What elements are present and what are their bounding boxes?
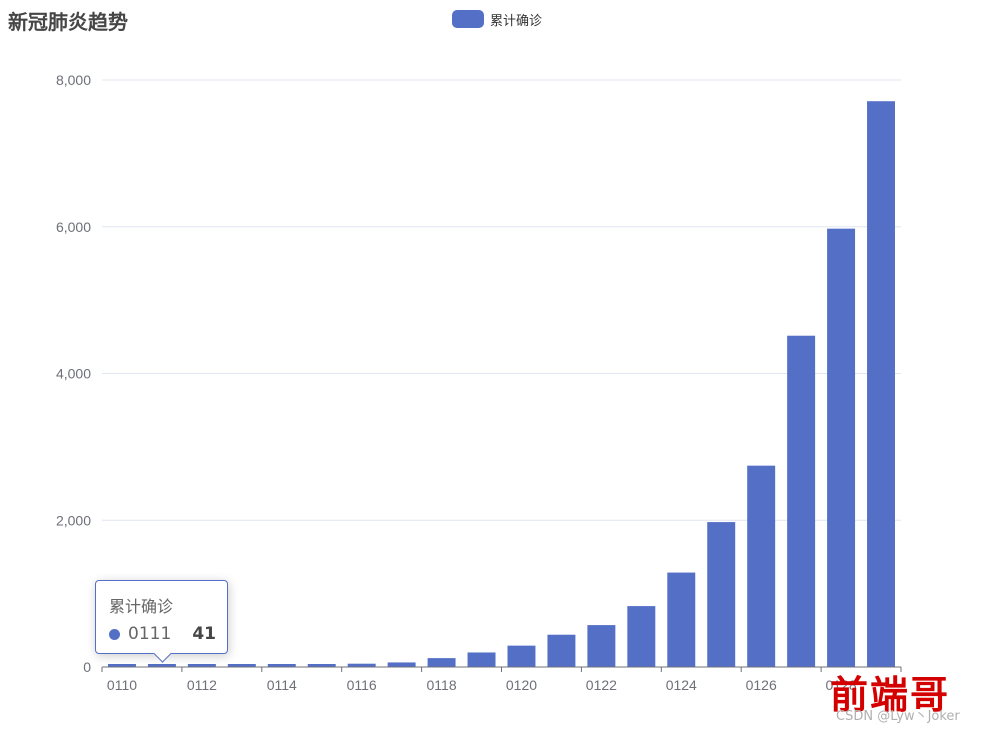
bar[interactable] — [667, 572, 696, 667]
bar[interactable] — [747, 465, 776, 667]
x-tick-label: 0112 — [187, 677, 217, 693]
x-axis — [101, 666, 902, 672]
x-tick-label: 0128 — [825, 677, 856, 693]
bar[interactable] — [147, 663, 176, 667]
bar[interactable] — [787, 335, 816, 667]
y-tick-label: 8,000 — [56, 72, 91, 88]
x-axis-labels: 0110 0112 0114 0116 0118 0120 0122 0124 0126 0128 — [107, 677, 857, 693]
x-tick-label: 0120 — [506, 677, 537, 693]
x-tick-label: 0116 — [347, 677, 377, 693]
bar[interactable] — [627, 606, 656, 667]
watermark-text: CSDN @Lyw丶Joker — [836, 709, 960, 724]
bars — [107, 101, 896, 667]
x-tick-label: 0124 — [666, 677, 697, 693]
legend-swatch[interactable] — [452, 10, 484, 28]
x-tick-label: 0122 — [586, 677, 617, 693]
chart-title: 新冠肺炎趋势 — [8, 10, 128, 34]
bar[interactable] — [507, 645, 536, 667]
tooltip: 累计确诊 0111 41 — [95, 580, 228, 663]
x-tick-label: 0118 — [427, 677, 457, 693]
bar[interactable] — [867, 101, 896, 667]
x-tick-label: 0110 — [107, 677, 137, 693]
tooltip-marker-icon — [109, 628, 120, 640]
bar[interactable] — [347, 663, 376, 667]
y-tick-label: 6,000 — [56, 219, 91, 235]
bar[interactable] — [187, 663, 216, 667]
watermark-logo: 前端哥 — [830, 672, 951, 717]
bar[interactable] — [827, 228, 856, 667]
tooltip-category: 0111 — [128, 624, 172, 644]
bar[interactable] — [107, 663, 136, 667]
legend-label[interactable]: 累计确诊 — [490, 13, 543, 29]
grid-lines — [102, 79, 901, 521]
legend[interactable]: 累计确诊 — [452, 10, 543, 29]
bar[interactable] — [387, 662, 416, 667]
bar[interactable] — [467, 652, 496, 667]
bar[interactable] — [427, 658, 456, 667]
y-tick-label: 4,000 — [56, 366, 91, 382]
bar[interactable] — [707, 522, 736, 667]
bar[interactable] — [227, 663, 256, 667]
bar[interactable] — [587, 625, 616, 667]
y-axis-labels: 0 2,000 4,000 6,000 8,000 — [56, 72, 91, 675]
x-tick-label: 0126 — [746, 677, 777, 693]
tooltip-value: 41 — [192, 624, 216, 644]
tooltip-title: 累计确诊 — [109, 597, 174, 616]
bar[interactable] — [267, 663, 296, 667]
bar[interactable] — [547, 634, 576, 667]
x-tick-label: 0114 — [267, 677, 297, 693]
y-tick-label: 2,000 — [56, 512, 91, 528]
tooltip-row: 0111 41 — [109, 623, 216, 645]
y-tick-label: 0 — [83, 659, 91, 675]
bar[interactable] — [307, 663, 336, 667]
